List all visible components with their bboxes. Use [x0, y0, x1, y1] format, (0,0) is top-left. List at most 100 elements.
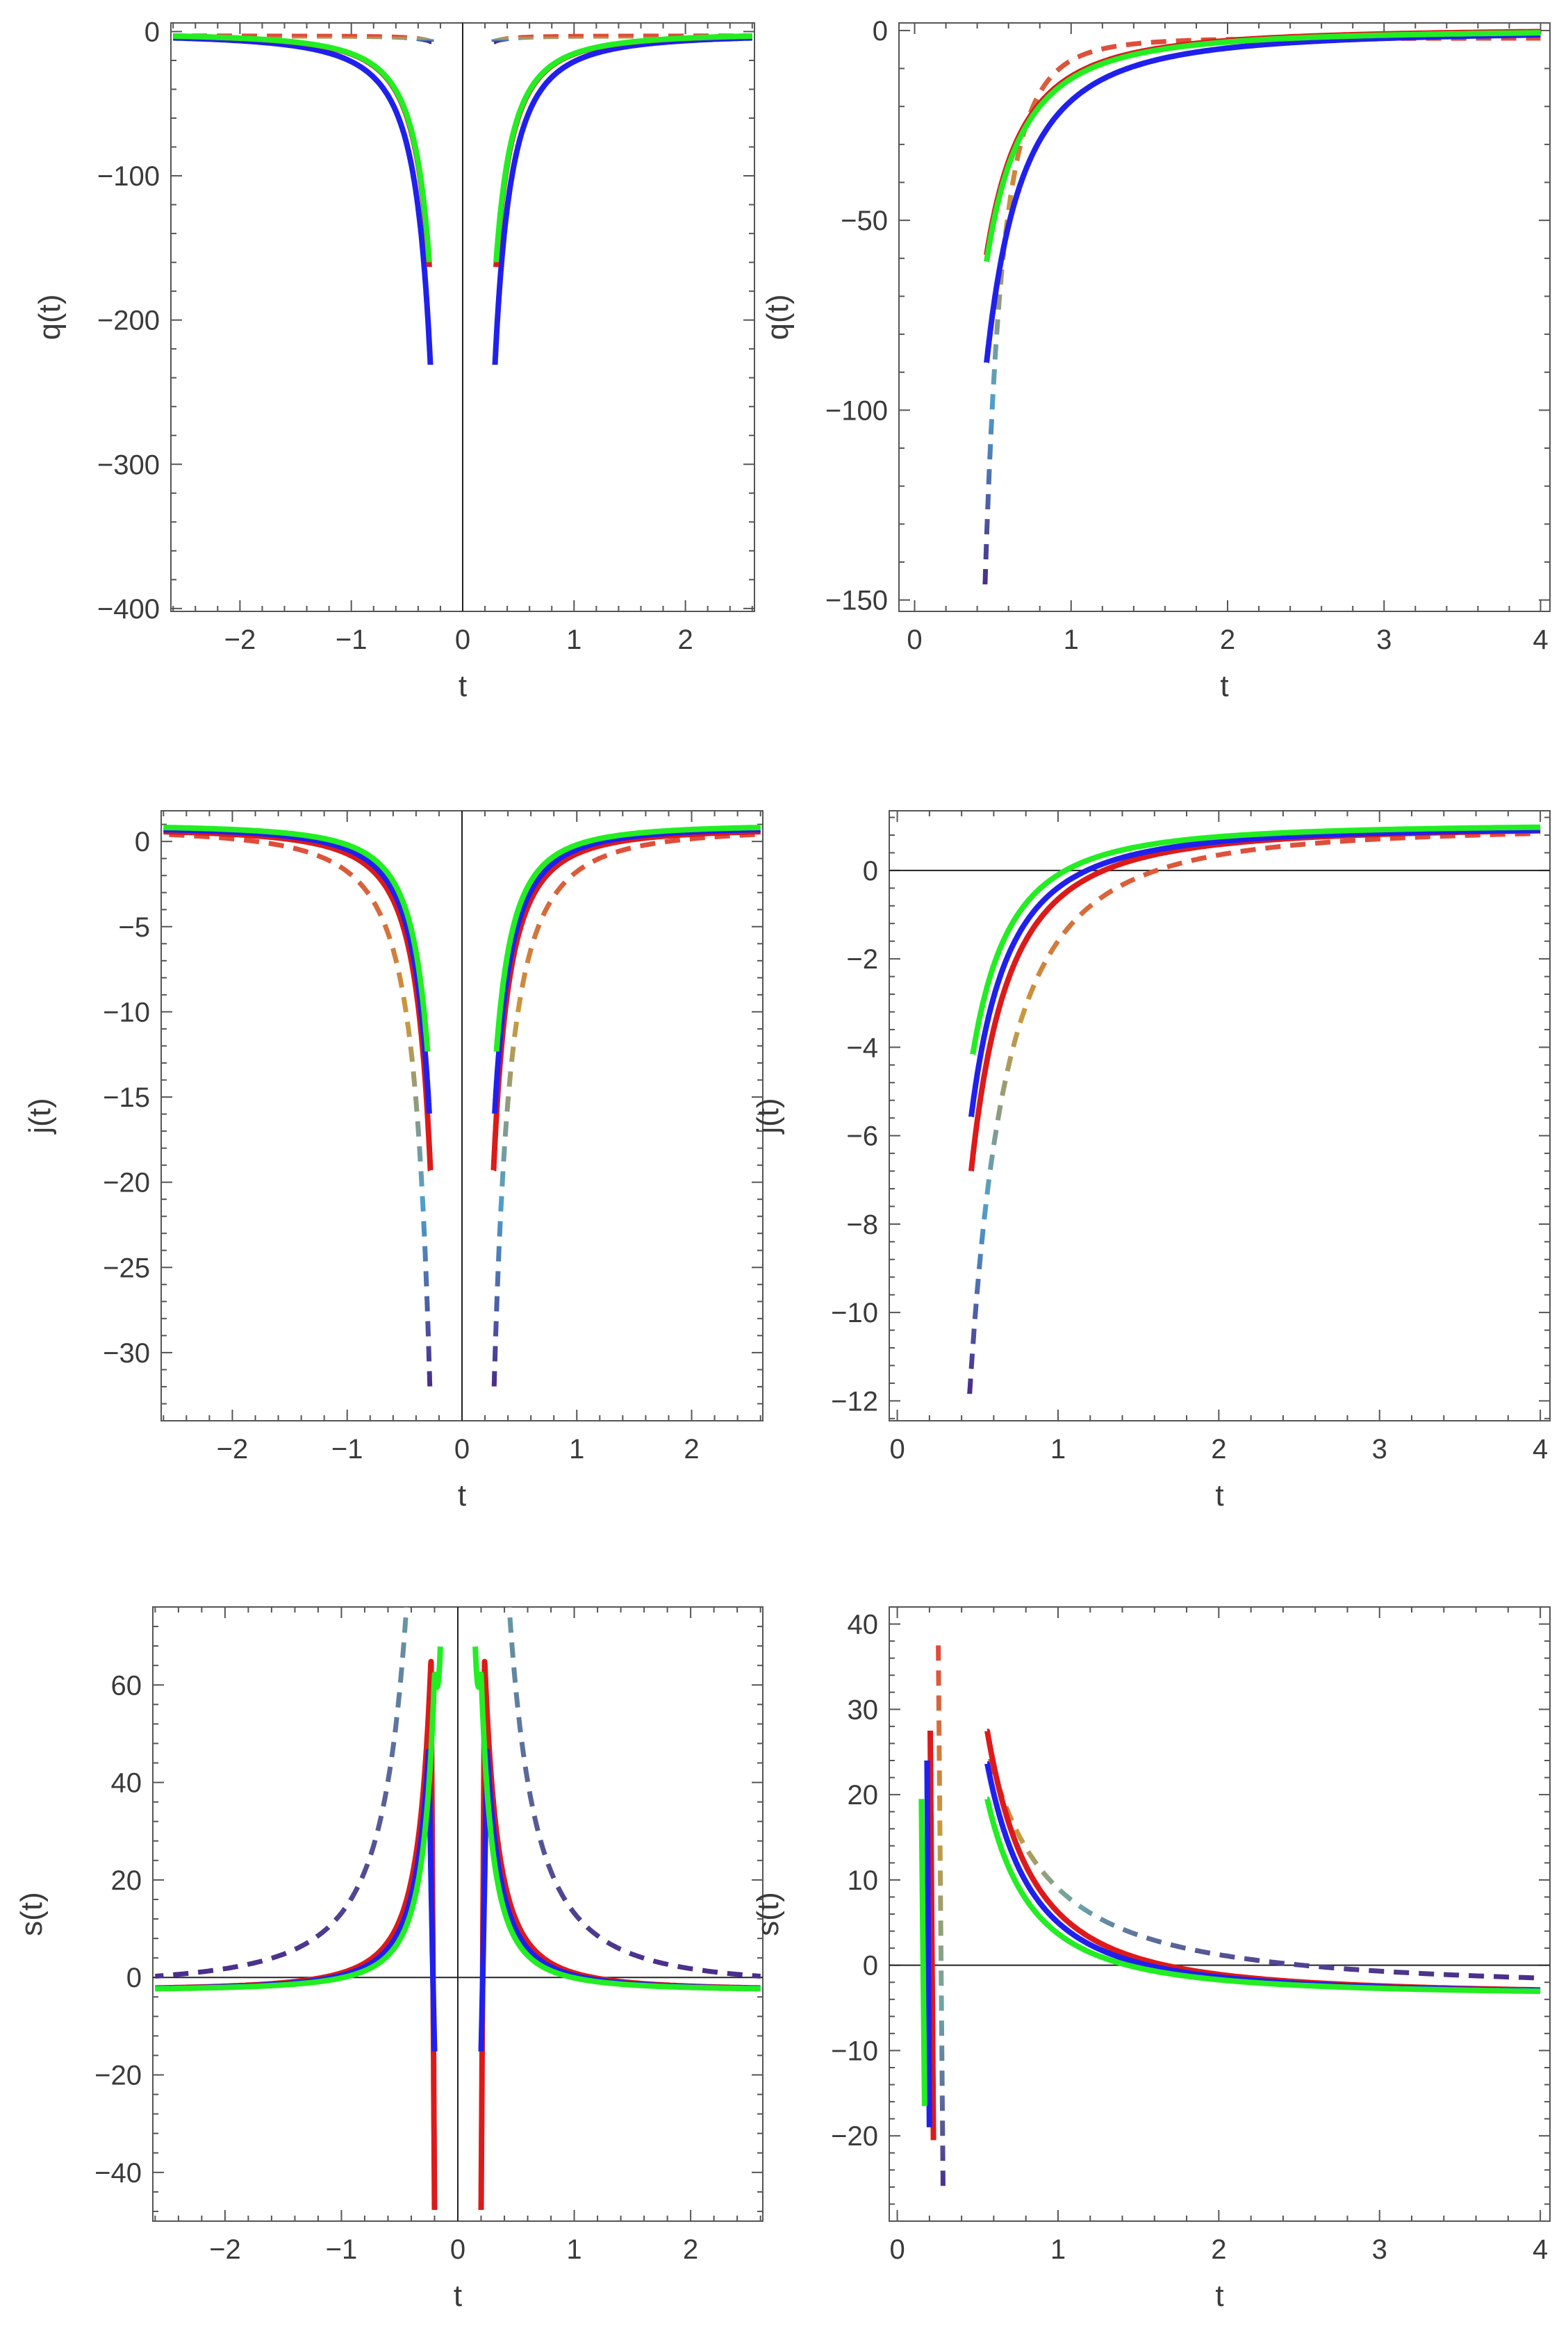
series-group [967, 824, 1541, 1394]
x-tick-label: 1 [1050, 2234, 1066, 2265]
series-line-dashed [506, 1607, 761, 1979]
series-line-dashed [936, 1645, 946, 2192]
y-tick-label: −20 [94, 2061, 142, 2091]
series-line [984, 1728, 1541, 1993]
x-tick-label: −1 [326, 2234, 358, 2265]
y-tick-label: −400 [97, 594, 160, 625]
y-axis-title: j(t) [751, 1098, 785, 1135]
series-line-dashed [982, 35, 1541, 585]
x-tick-label: 2 [1220, 625, 1235, 655]
y-tick-label: −200 [97, 306, 160, 336]
y-tick-label: 30 [848, 1695, 879, 1725]
series-line [968, 827, 1541, 1174]
chart-q-sym: −2 −1 0 1 2 0 −100 −200 −300 −400 t q(t) [33, 17, 755, 703]
series-line [984, 28, 1541, 258]
plot-frame [898, 22, 1551, 612]
y-tick-label: 0 [145, 17, 160, 47]
series-line [984, 32, 1541, 365]
x-tick-label: 0 [889, 2234, 905, 2265]
y-tick-label: −4 [846, 1032, 878, 1063]
x-axis-title: t [454, 2279, 462, 2313]
series-line [493, 825, 761, 1055]
x-tick-label: 0 [450, 2234, 465, 2265]
series-line [984, 1761, 1541, 1994]
y-tick-label: −8 [846, 1210, 878, 1240]
x-tick-label: 2 [1211, 1434, 1226, 1465]
plot-frame [889, 810, 1551, 1421]
x-tick-label: −2 [209, 2234, 241, 2265]
x-tick-label: 4 [1533, 1434, 1548, 1465]
ticks [889, 811, 1550, 1421]
x-tick-label: 4 [1533, 625, 1548, 655]
x-axis-title: t [459, 669, 467, 703]
x-tick-label: 1 [569, 1434, 584, 1465]
y-tick-label: −10 [831, 2036, 878, 2066]
series-line [154, 1644, 443, 1992]
series-group [163, 825, 761, 1387]
series-line [172, 33, 432, 270]
y-tick-label: −10 [103, 997, 150, 1028]
x-axis-title: t [458, 1478, 466, 1512]
y-tick-label: −2 [846, 944, 878, 975]
y-tick-label: 0 [126, 1963, 142, 1993]
x-tick-label: −2 [224, 625, 256, 655]
series-line [970, 824, 1541, 1057]
x-tick-label: 1 [1050, 1434, 1066, 1465]
x-tick-label: 0 [889, 1434, 905, 1465]
series-line [968, 827, 1541, 1120]
y-tick-label: 20 [848, 1780, 879, 1811]
series-line [163, 825, 431, 1055]
x-tick-label: −2 [217, 1434, 249, 1465]
y-tick-label: −150 [825, 586, 888, 616]
y-axis-title: q(t) [33, 295, 67, 340]
chart-s-pos: 0 1 2 3 4 40 30 20 10 0 −10 −20 t s(t) [751, 1606, 1551, 2313]
x-tick-label: 2 [677, 625, 693, 655]
y-tick-label: −20 [831, 2121, 878, 2152]
chart-q-pos: 0 1 2 3 4 0 −50 −100 −150 t q(t) [761, 16, 1551, 703]
series-group [154, 1607, 761, 2212]
ticks [171, 23, 754, 611]
series-group [918, 1645, 1541, 2192]
y-tick-label: −15 [103, 1082, 150, 1113]
ticks [161, 811, 763, 1421]
x-tick-label: 0 [454, 1434, 470, 1465]
series-line [493, 33, 753, 265]
x-tick-label: −1 [331, 1434, 363, 1465]
y-tick-label: −50 [841, 206, 888, 236]
y-axis-title: s(t) [751, 1892, 785, 1936]
y-tick-label: −10 [831, 1298, 878, 1328]
ticks [899, 23, 1550, 611]
series-line-dashed [967, 831, 1541, 1394]
y-tick-label: −12 [831, 1386, 878, 1417]
series-line [927, 1730, 936, 2141]
y-tick-label: −5 [118, 912, 150, 943]
series-line [172, 33, 432, 265]
series-line [478, 1748, 761, 2054]
series-line [984, 1796, 1541, 1995]
y-tick-label: −100 [97, 161, 160, 192]
y-tick-label: 0 [135, 827, 150, 857]
y-tick-label: 10 [848, 1865, 879, 1896]
y-tick-label: 60 [111, 1670, 142, 1701]
series-line [918, 1799, 927, 2107]
x-tick-label: 1 [1064, 625, 1079, 655]
y-tick-label: −6 [846, 1121, 878, 1152]
x-tick-label: 2 [684, 1434, 699, 1465]
x-tick-label: 2 [683, 2234, 698, 2265]
y-tick-label: 0 [863, 1951, 878, 1981]
x-tick-label: 3 [1376, 625, 1392, 655]
series-line [924, 1760, 932, 2127]
y-axis-title: q(t) [761, 295, 795, 340]
y-tick-label: −40 [94, 2158, 142, 2188]
series-line-dashed [491, 832, 761, 1387]
series-line [984, 30, 1541, 264]
chart-j-pos: 0 1 2 3 4 0 −2 −4 −6 −8 −10 −12 t j(t) [751, 810, 1551, 1512]
y-tick-label: −300 [97, 450, 160, 480]
y-tick-label: 0 [873, 16, 888, 47]
y-tick-label: −100 [825, 395, 888, 426]
x-tick-label: 3 [1372, 1434, 1387, 1465]
x-tick-label: 1 [566, 625, 581, 655]
x-tick-label: 4 [1533, 2234, 1548, 2265]
